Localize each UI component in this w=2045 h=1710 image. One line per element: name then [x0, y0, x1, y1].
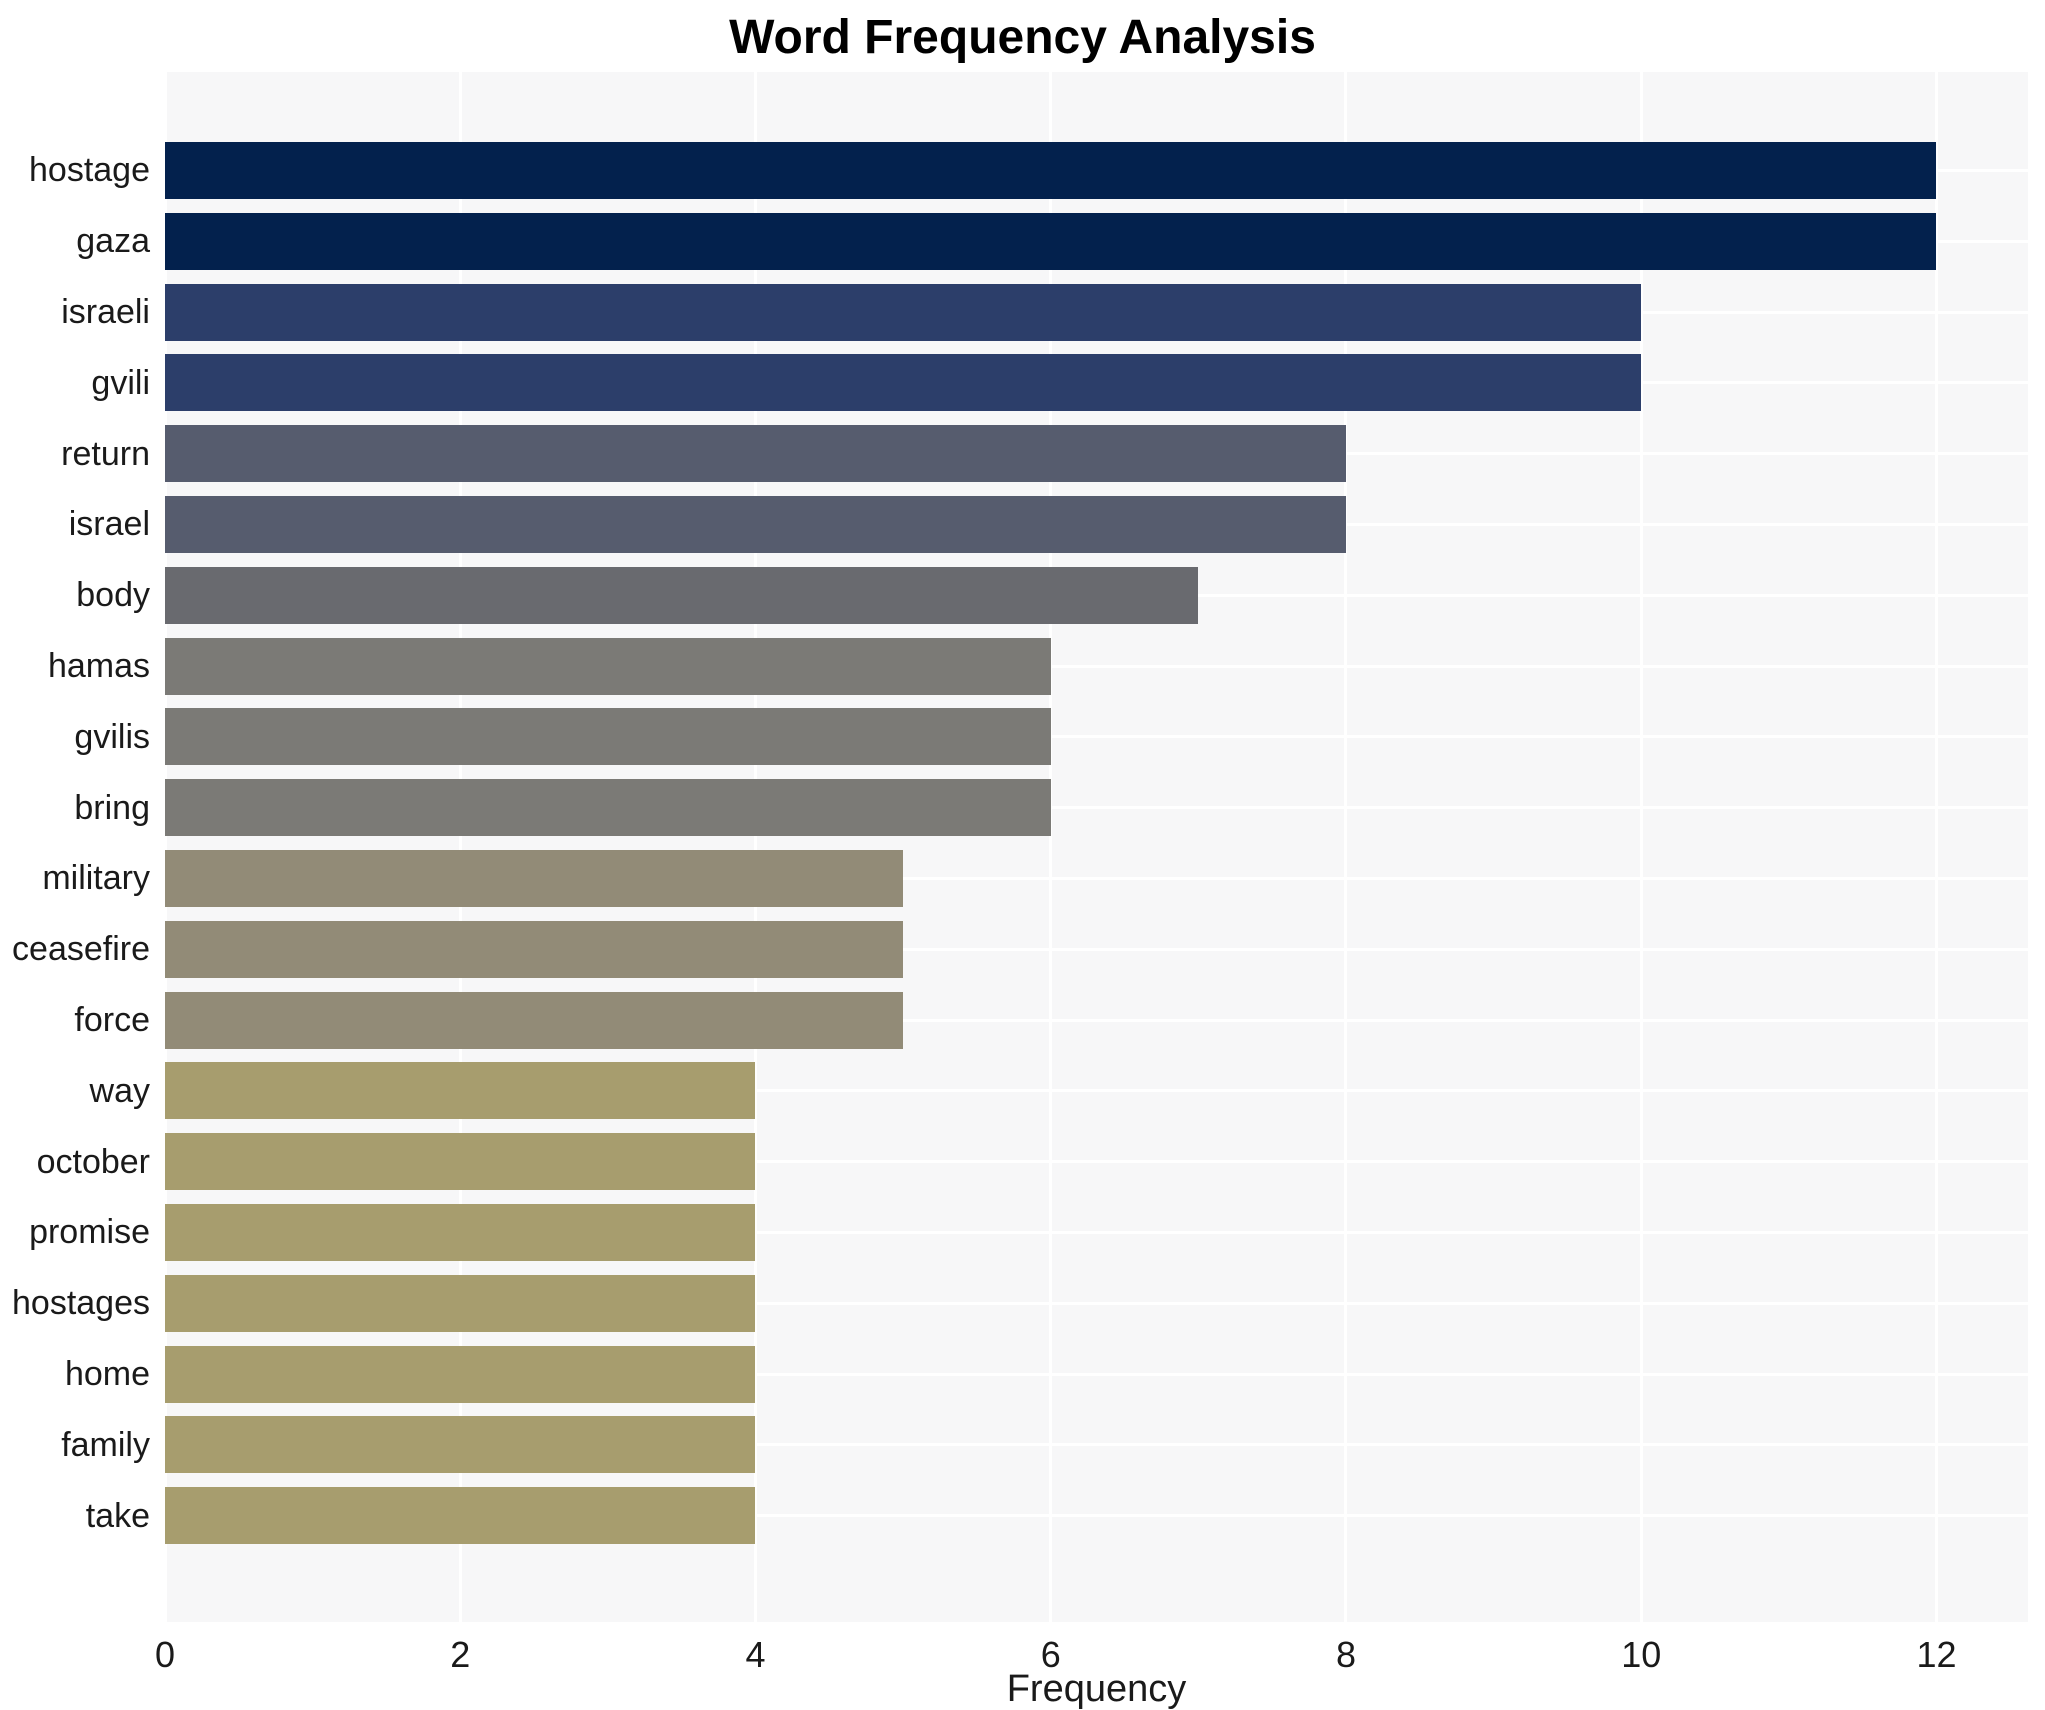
y-gridline: [165, 1443, 2028, 1447]
x-gridline: [1639, 72, 1643, 1622]
bar-bring: [165, 779, 1051, 837]
x-tick-label-10: 10: [1621, 1634, 1662, 1675]
x-tick-label-2: 2: [450, 1634, 471, 1675]
y-tick-label-way: way: [89, 1071, 150, 1110]
y-tick-label-gvili: gvili: [91, 363, 150, 402]
y-tick-label-military: military: [42, 859, 150, 898]
y-tick-label-hostages: hostages: [12, 1284, 150, 1323]
bar-israel: [165, 495, 1346, 553]
bar-israeli: [165, 283, 1642, 341]
bar-force: [165, 991, 904, 1049]
y-tick-label-israel: israel: [68, 505, 150, 544]
bar-gvilis: [165, 708, 1051, 766]
y-gridline: [165, 1018, 2028, 1022]
y-gridline: [165, 1230, 2028, 1234]
y-tick-label-gvilis: gvilis: [74, 717, 150, 756]
x-gridline: [1344, 72, 1348, 1622]
bar-way: [165, 1062, 756, 1120]
y-tick-label-family: family: [61, 1425, 150, 1464]
chart-title: Word Frequency Analysis: [729, 11, 1316, 64]
bar-gaza: [165, 212, 1937, 270]
y-tick-label-october: october: [36, 1142, 150, 1181]
bar-hostage: [165, 141, 1937, 199]
bar-family: [165, 1416, 756, 1474]
y-tick-label-hostage: hostage: [29, 151, 150, 190]
y-gridline: [165, 806, 2028, 810]
y-gridline: [165, 876, 2028, 880]
x-gridline: [163, 72, 167, 1622]
y-tick-label-israeli: israeli: [61, 293, 150, 331]
y-gridline: [165, 1372, 2028, 1376]
bar-take: [165, 1487, 756, 1545]
x-tick-label-8: 8: [1335, 1634, 1356, 1675]
y-tick-label-return: return: [61, 434, 150, 473]
y-tick-label-force: force: [74, 1001, 150, 1039]
bar-return: [165, 425, 1346, 483]
y-gridline: [165, 735, 2028, 739]
y-gridline: [165, 664, 2028, 668]
bar-hostages: [165, 1274, 756, 1332]
y-tick-label-ceasefire: ceasefire: [12, 930, 150, 969]
bar-body: [165, 566, 1199, 624]
x-gridline: [458, 72, 462, 1622]
y-tick-label-gaza: gaza: [76, 222, 150, 261]
y-gridline: [165, 947, 2028, 951]
bar-hamas: [165, 637, 1051, 695]
y-gridline: [165, 1089, 2028, 1093]
bar-ceasefire: [165, 920, 904, 978]
bar-home: [165, 1345, 756, 1403]
x-tick-label-0: 0: [154, 1634, 176, 1675]
x-axis-title: Frequency: [1006, 1668, 1187, 1710]
y-gridline: [165, 1160, 2028, 1164]
bar-october: [165, 1133, 756, 1191]
x-gridline: [1934, 72, 1938, 1622]
bar-promise: [165, 1203, 756, 1261]
y-tick-label-body: body: [76, 576, 150, 615]
plot-area: [163, 72, 2028, 1622]
y-tick-label-hamas: hamas: [47, 647, 150, 685]
y-gridline: [165, 1514, 2028, 1518]
y-gridline: [165, 1301, 2028, 1305]
x-gridline: [753, 72, 757, 1622]
bar-military: [165, 849, 904, 907]
bar-gvili: [165, 354, 1642, 412]
y-tick-label-take: take: [85, 1496, 150, 1535]
x-tick-label-12: 12: [1916, 1634, 1957, 1675]
y-tick-label-bring: bring: [74, 788, 150, 827]
y-tick-label-home: home: [64, 1355, 150, 1393]
x-gridline: [1049, 72, 1053, 1622]
x-tick-label-6: 6: [1040, 1634, 1061, 1675]
x-tick-label-4: 4: [745, 1634, 766, 1675]
y-tick-label-promise: promise: [29, 1213, 150, 1252]
